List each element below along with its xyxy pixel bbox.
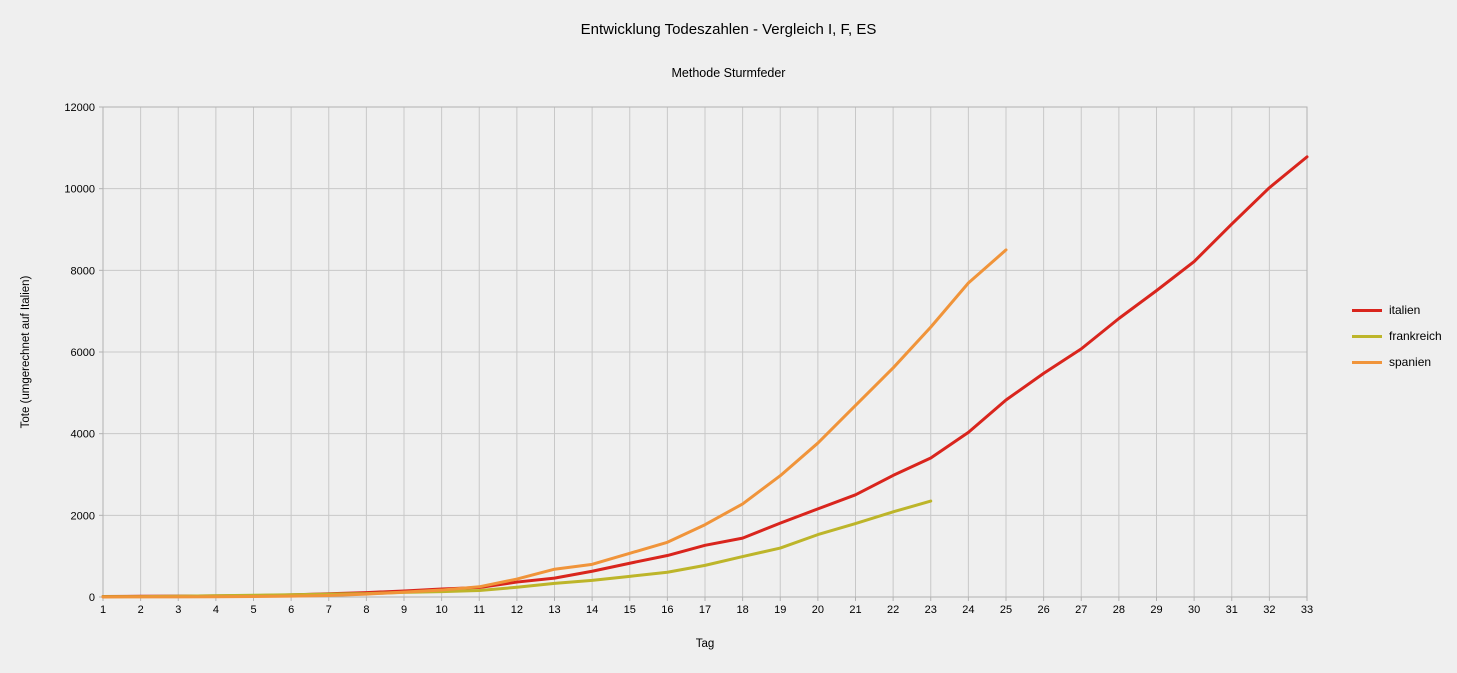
x-tick-label: 8 (363, 604, 369, 616)
x-tick-label: 11 (474, 604, 485, 616)
x-tick-label: 16 (661, 604, 673, 616)
legend-swatch-icon (1352, 334, 1382, 338)
x-tick-label: 19 (774, 604, 786, 616)
legend-label: italien (1389, 303, 1421, 317)
x-tick-label: 24 (962, 604, 974, 616)
x-tick-label: 4 (213, 604, 219, 616)
x-tick-label: 29 (1150, 604, 1162, 616)
legend-item-italien: italien (1352, 297, 1442, 323)
x-axis-title: Tag (695, 638, 715, 650)
x-tick-label: 27 (1075, 604, 1087, 616)
x-tick-label: 23 (925, 604, 937, 616)
chart-subtitle: Methode Sturmfeder (671, 66, 786, 80)
x-tick-label: 32 (1263, 604, 1275, 616)
x-tick-label: 13 (548, 604, 560, 616)
x-tick-label: 9 (401, 604, 407, 616)
x-tick-label: 17 (699, 604, 711, 616)
y-tick-label: 0 (89, 592, 95, 604)
x-tick-label: 26 (1038, 604, 1050, 616)
legend-item-frankreich: frankreich (1352, 323, 1442, 349)
x-tick-label: 12 (511, 604, 523, 616)
legend-swatch-icon (1352, 308, 1382, 312)
chart-title: Entwicklung Todeszahlen - Vergleich I, F… (580, 21, 877, 38)
legend-label: spanien (1389, 355, 1432, 369)
legend-item-spanien: spanien (1352, 349, 1442, 375)
x-tick-label: 6 (288, 604, 294, 616)
y-tick-label: 10000 (64, 184, 95, 196)
series-line-spanien (101, 248, 1008, 599)
y-tick-label: 6000 (71, 347, 95, 359)
x-tick-label: 31 (1226, 604, 1238, 616)
x-tick-label: 30 (1188, 604, 1200, 616)
legend-swatch-icon (1352, 360, 1382, 364)
y-tick-label: 4000 (71, 429, 95, 441)
y-axis-title: Tote (umgerechnet auf Italien) (20, 275, 32, 429)
x-tick-label: 15 (624, 604, 636, 616)
x-tick-label: 33 (1301, 604, 1313, 616)
x-tick-label: 18 (737, 604, 749, 616)
x-tick-label: 14 (586, 604, 598, 616)
x-tick-label: 7 (326, 604, 332, 616)
y-tick-label: 12000 (64, 102, 95, 114)
legend-label: frankreich (1389, 329, 1442, 343)
x-tick-label: 5 (250, 604, 256, 616)
x-tick-label: 3 (175, 604, 181, 616)
x-tick-label: 22 (887, 604, 899, 616)
y-tick-label: 2000 (71, 510, 95, 522)
x-tick-label: 21 (849, 604, 861, 616)
x-tick-label: 20 (812, 604, 824, 616)
legend: italien frankreich spanien (1352, 297, 1442, 375)
x-tick-label: 2 (138, 604, 144, 616)
y-tick-label: 8000 (71, 265, 95, 277)
x-tick-label: 1 (100, 604, 106, 616)
x-tick-label: 25 (1000, 604, 1012, 616)
x-tick-label: 10 (436, 604, 448, 616)
x-tick-label: 28 (1113, 604, 1125, 616)
